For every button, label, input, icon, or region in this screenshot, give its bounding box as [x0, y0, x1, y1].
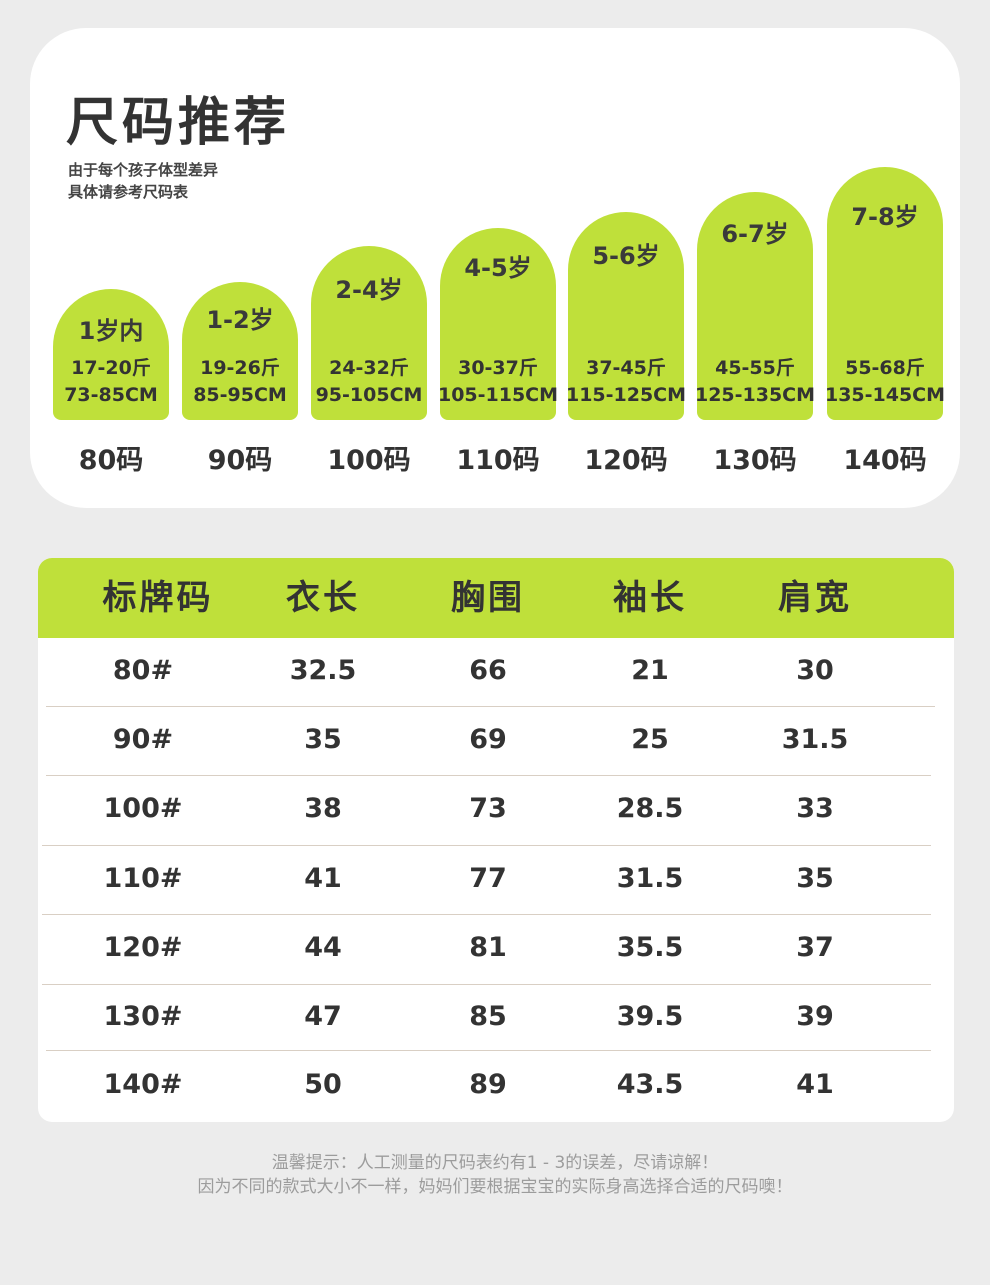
- size-pill: 5-6岁 37-45斤 115-125CM: [566, 212, 686, 420]
- recommend-subtitle-line2: 具体请参考尺码表: [68, 183, 189, 201]
- cell-length: 35: [304, 724, 342, 755]
- height-range: 115-125CM: [565, 384, 687, 406]
- cell-tag-size: 140#: [103, 1069, 183, 1100]
- cell-tag-size: 130#: [103, 1001, 183, 1032]
- size-pill: 6-7岁 45-55斤 125-135CM: [695, 192, 815, 420]
- cell-length: 32.5: [289, 655, 357, 686]
- size-code: 140码: [843, 445, 927, 476]
- size-code: 80码: [78, 445, 144, 476]
- weight-range: 55-68斤: [845, 357, 925, 379]
- size-table: 标牌码 衣长 胸围 袖长 肩宽 80# 32.5 66 21 30 90# 35…: [38, 558, 954, 1122]
- cell-shoulder: 35: [796, 863, 834, 894]
- age-range: 5-6岁: [592, 242, 660, 270]
- row-divider: [46, 1050, 931, 1051]
- cell-chest: 73: [469, 793, 507, 824]
- weight-range: 30-37斤: [458, 357, 538, 379]
- cell-length: 50: [304, 1069, 342, 1100]
- cell-tag-size: 90#: [112, 724, 174, 755]
- size-code: 110码: [456, 445, 540, 476]
- size-recommend-card: 尺码推荐 由于每个孩子体型差异 具体请参考尺码表 1岁内 17-20斤 73-8…: [30, 28, 960, 508]
- cell-length: 44: [304, 932, 342, 963]
- row-divider: [46, 706, 935, 707]
- header-length: 衣长: [286, 578, 360, 618]
- size-pill: 2-4岁 24-32斤 95-105CM: [311, 246, 427, 420]
- tip-note-line2: 因为不同的款式大小不一样，妈妈们要根据宝宝的实际身高选择合适的尺码噢！: [197, 1177, 793, 1197]
- cell-sleeve: 25: [631, 724, 669, 755]
- row-divider: [46, 775, 931, 776]
- size-pill: 1-2岁 19-26斤 85-95CM: [182, 282, 298, 420]
- row-divider: [42, 984, 931, 985]
- weight-range: 37-45斤: [586, 357, 666, 379]
- age-range: 1岁内: [78, 317, 144, 345]
- cell-shoulder: 39: [796, 1001, 834, 1032]
- header-sleeve: 袖长: [613, 578, 687, 618]
- size-column-100: 2-4岁 24-32斤 95-105CM 100码: [311, 28, 427, 476]
- recommend-title: 尺码推荐: [66, 93, 291, 153]
- height-range: 85-95CM: [193, 384, 287, 406]
- cell-sleeve: 31.5: [616, 863, 684, 894]
- cell-sleeve: 43.5: [616, 1069, 684, 1100]
- cell-chest: 85: [469, 1001, 507, 1032]
- cell-shoulder: 41: [796, 1069, 834, 1100]
- header-chest: 胸围: [451, 578, 525, 618]
- height-range: 95-105CM: [315, 384, 423, 406]
- cell-tag-size: 80#: [112, 655, 174, 686]
- cell-length: 38: [304, 793, 342, 824]
- cell-tag-size: 100#: [103, 793, 183, 824]
- height-range: 135-145CM: [824, 384, 946, 406]
- cell-chest: 81: [469, 932, 507, 963]
- cell-tag-size: 110#: [103, 863, 183, 894]
- cell-shoulder: 30: [796, 655, 834, 686]
- size-code: 130码: [713, 445, 797, 476]
- size-column-130: 6-7岁 45-55斤 125-135CM 130码: [695, 28, 815, 476]
- height-range: 125-135CM: [694, 384, 816, 406]
- cell-chest: 89: [469, 1069, 507, 1100]
- weight-range: 45-55斤: [715, 357, 795, 379]
- size-column-140: 7-8岁 55-68斤 135-145CM 140码: [825, 28, 945, 476]
- cell-sleeve: 35.5: [616, 932, 684, 963]
- age-range: 2-4岁: [335, 276, 403, 304]
- table-header: 标牌码 衣长 胸围 袖长 肩宽: [38, 558, 954, 638]
- cell-chest: 69: [469, 724, 507, 755]
- cell-tag-size: 120#: [103, 932, 183, 963]
- row-divider: [42, 914, 931, 915]
- cell-shoulder: 33: [796, 793, 834, 824]
- size-code: 120码: [584, 445, 668, 476]
- header-tag-size: 标牌码: [102, 578, 214, 618]
- cell-chest: 66: [469, 655, 507, 686]
- size-column-110: 4-5岁 30-37斤 105-115CM 110码: [438, 28, 558, 476]
- cell-chest: 77: [469, 863, 507, 894]
- size-pill: 4-5岁 30-37斤 105-115CM: [438, 228, 558, 420]
- height-range: 73-85CM: [64, 384, 158, 406]
- size-pill: 7-8岁 55-68斤 135-145CM: [825, 167, 945, 420]
- size-pill: 1岁内 17-20斤 73-85CM: [53, 289, 169, 420]
- header-shoulder: 肩宽: [778, 578, 852, 618]
- cell-sleeve: 21: [631, 655, 669, 686]
- weight-range: 19-26斤: [200, 357, 280, 379]
- age-range: 6-7岁: [721, 220, 789, 248]
- cell-shoulder: 37: [796, 932, 834, 963]
- tip-note-line1: 温馨提示：人工测量的尺码表约有1 - 3的误差，尽请谅解！: [271, 1153, 719, 1173]
- recommend-subtitle-line1: 由于每个孩子体型差异: [68, 161, 219, 179]
- row-divider: [42, 845, 931, 846]
- cell-length: 41: [304, 863, 342, 894]
- size-code: 90码: [207, 445, 273, 476]
- size-column-120: 5-6岁 37-45斤 115-125CM 120码: [566, 28, 686, 476]
- cell-sleeve: 39.5: [616, 1001, 684, 1032]
- cell-shoulder: 31.5: [781, 724, 849, 755]
- height-range: 105-115CM: [437, 384, 559, 406]
- age-range: 7-8岁: [851, 203, 919, 231]
- age-range: 1-2岁: [206, 306, 274, 334]
- cell-length: 47: [304, 1001, 342, 1032]
- size-column-90: 1-2岁 19-26斤 85-95CM 90码: [182, 28, 298, 476]
- size-code: 100码: [327, 445, 411, 476]
- age-range: 4-5岁: [464, 254, 532, 282]
- size-column-80: 1岁内 17-20斤 73-85CM 80码: [53, 28, 169, 476]
- cell-sleeve: 28.5: [616, 793, 684, 824]
- weight-range: 17-20斤: [71, 357, 151, 379]
- weight-range: 24-32斤: [329, 357, 409, 379]
